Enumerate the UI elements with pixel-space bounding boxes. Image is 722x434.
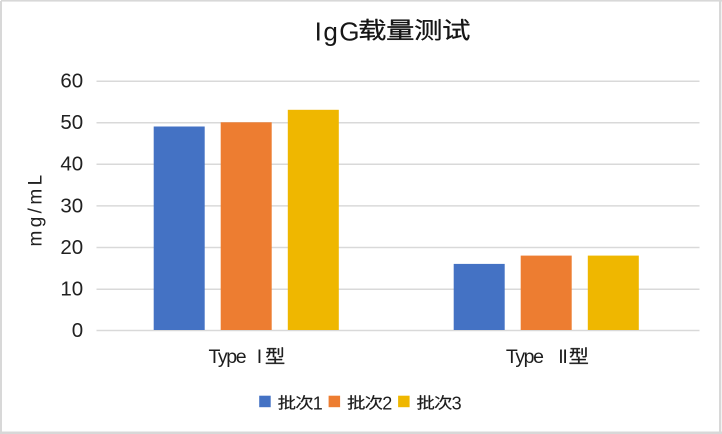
svg-text:40: 40 — [60, 153, 83, 176]
svg-text:60: 60 — [60, 69, 83, 92]
svg-text:20: 20 — [60, 236, 83, 259]
svg-text:10: 10 — [60, 278, 83, 301]
svg-text:II: II — [558, 346, 566, 368]
svg-text:0: 0 — [72, 319, 83, 342]
svg-text:Type: Type — [506, 346, 543, 368]
svg-text:Type: Type — [209, 346, 246, 368]
svg-text:mg/mL: mg/mL — [25, 171, 46, 246]
svg-text:1: 1 — [313, 394, 323, 414]
svg-text:I: I — [257, 346, 262, 368]
svg-text:2: 2 — [382, 394, 392, 414]
svg-text:3: 3 — [452, 394, 462, 414]
svg-text:50: 50 — [60, 111, 83, 134]
svg-text:30: 30 — [60, 194, 83, 217]
svg-text:IgG: IgG — [315, 16, 361, 46]
